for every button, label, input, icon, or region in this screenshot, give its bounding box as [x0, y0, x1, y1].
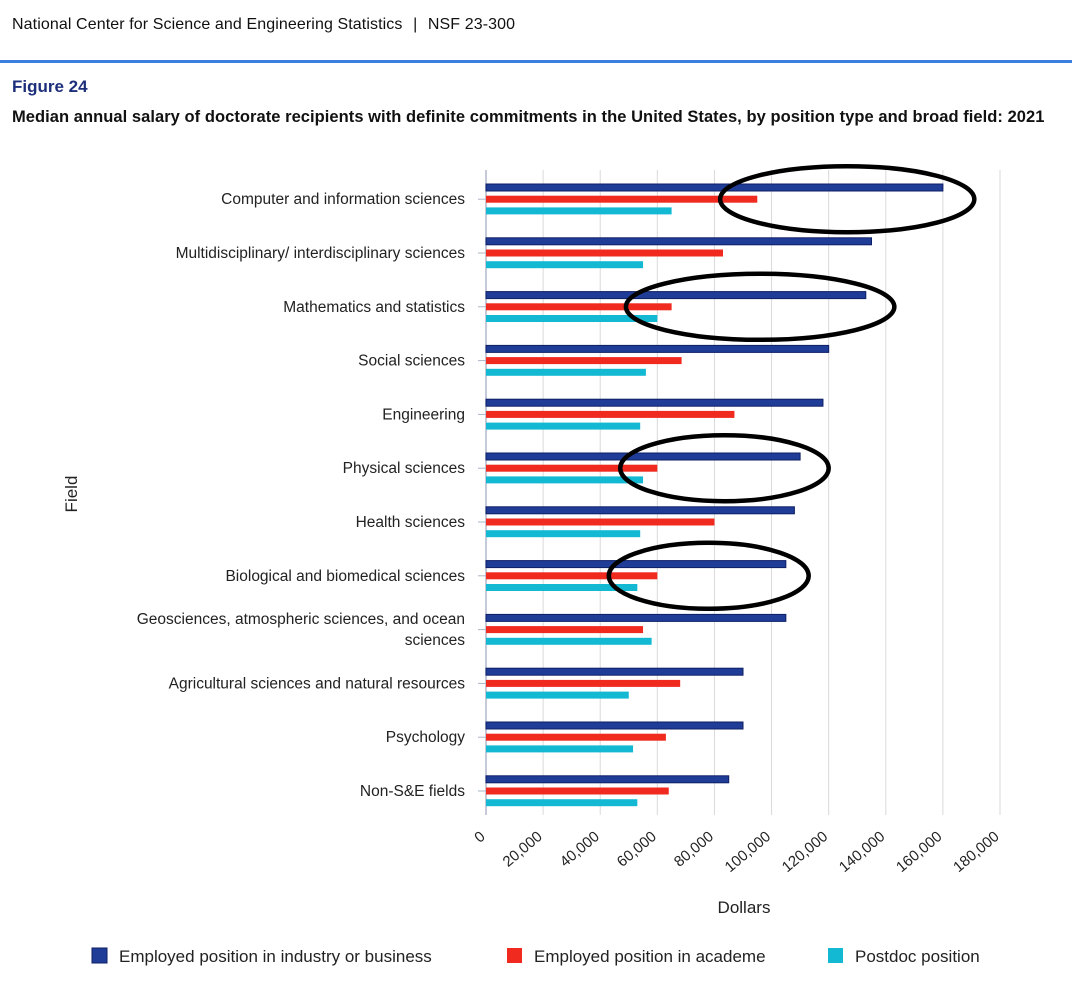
bar-academe — [486, 679, 681, 687]
annotation-ellipse — [717, 163, 977, 235]
bar-postdoc — [486, 476, 644, 484]
bar-postdoc — [486, 368, 646, 376]
category-label: Physical sciences — [343, 460, 466, 477]
x-tick-label: 0 — [471, 828, 488, 846]
bar-industry — [485, 291, 867, 300]
x-tick-label: 140,000 — [836, 828, 888, 876]
bar-industry — [485, 183, 944, 192]
annotation-ellipse — [606, 540, 811, 612]
bar-postdoc — [486, 422, 641, 430]
bar-industry — [485, 237, 872, 246]
bar-postdoc — [486, 584, 638, 591]
x-axis-label: Dollars — [718, 898, 771, 917]
header-separator: | — [413, 16, 418, 33]
legend-label-postdoc: Postdoc position — [855, 947, 980, 966]
bar-industry — [485, 398, 824, 407]
category-label: Health sciences — [356, 514, 466, 531]
figure-label: Figure 24 — [12, 77, 88, 96]
bar-marks — [478, 183, 944, 807]
category-label: Geosciences, atmospheric sciences, and o… — [137, 611, 465, 628]
x-tick-label: 180,000 — [950, 828, 1002, 876]
bar-postdoc — [486, 261, 644, 269]
bar-postdoc — [486, 799, 638, 807]
salary-bar-chart: Computer and information sciences Multidi… — [62, 163, 1003, 966]
category-label: Biological and biomedical sciences — [225, 568, 465, 585]
x-tick-label: 60,000 — [614, 828, 660, 871]
report-number: NSF 23-300 — [427, 16, 516, 33]
bar-academe — [486, 572, 658, 580]
bar-academe — [486, 626, 644, 634]
category-label: Mathematics and statistics — [283, 299, 465, 316]
category-label: Non-S&E fields — [360, 783, 465, 800]
bar-postdoc — [486, 691, 629, 699]
bar-industry — [485, 506, 795, 515]
category-label: sciences — [405, 632, 466, 649]
legend-swatch-industry — [91, 947, 108, 964]
annotation-ellipse — [623, 271, 897, 343]
category-label: Engineering — [382, 406, 465, 423]
category-label: Computer and information sciences — [221, 191, 465, 208]
category-label: Psychology — [386, 729, 466, 746]
legend-label-industry: Employed position in industry or busines… — [119, 947, 432, 966]
bar-industry — [485, 560, 787, 569]
category-label: Social sciences — [358, 353, 465, 370]
bar-industry — [485, 667, 744, 676]
x-tick-labels: 0 20,000 40,000 60,000 80,000 100,000 120,000 1… — [471, 828, 1002, 876]
bar-postdoc — [486, 530, 641, 538]
x-tick-label: 100,000 — [722, 828, 774, 876]
x-tick-label: 120,000 — [779, 828, 831, 876]
bar-postdoc — [486, 637, 652, 645]
bar-academe — [486, 787, 669, 795]
bar-academe — [486, 410, 735, 418]
chart-legend: Employed position in industry or busines… — [91, 947, 980, 966]
legend-swatch-academe — [507, 948, 522, 963]
bar-academe — [486, 303, 672, 311]
bar-postdoc — [486, 207, 672, 215]
annotation-ellipse — [617, 432, 831, 504]
x-tick-label: 40,000 — [557, 828, 603, 871]
header-divider — [0, 60, 1072, 63]
x-tick-label: 160,000 — [893, 828, 945, 876]
bar-industry — [485, 344, 830, 353]
bar-postdoc — [486, 315, 658, 322]
bar-academe — [486, 249, 724, 257]
figure-title: Median annual salary of doctorate recipi… — [12, 108, 1045, 126]
bar-academe — [486, 464, 658, 472]
bar-industry — [485, 775, 730, 784]
bar-industry — [485, 721, 744, 730]
bar-academe — [486, 357, 682, 365]
legend-label-academe: Employed position in academe — [534, 947, 766, 966]
x-tick-label: 20,000 — [500, 828, 546, 871]
bar-academe — [486, 733, 666, 741]
annotation-ellipses — [606, 163, 977, 612]
category-labels: Computer and information sciences Multidi… — [137, 191, 466, 800]
category-label: Multidisciplinary/ interdisciplinary sci… — [176, 245, 466, 262]
bar-academe — [486, 518, 715, 526]
bar-academe — [486, 195, 758, 203]
bar-postdoc — [486, 745, 634, 753]
source-name: National Center for Science and Engineer… — [12, 16, 403, 33]
category-label: Agricultural sciences and natural resour… — [169, 675, 466, 692]
bar-industry — [485, 452, 801, 461]
legend-swatch-postdoc — [828, 948, 843, 963]
bar-industry — [485, 613, 787, 622]
x-tick-label: 80,000 — [671, 828, 717, 871]
report-header: National Center for Science and Engineer… — [12, 16, 515, 34]
y-axis-label: Field — [62, 476, 81, 513]
